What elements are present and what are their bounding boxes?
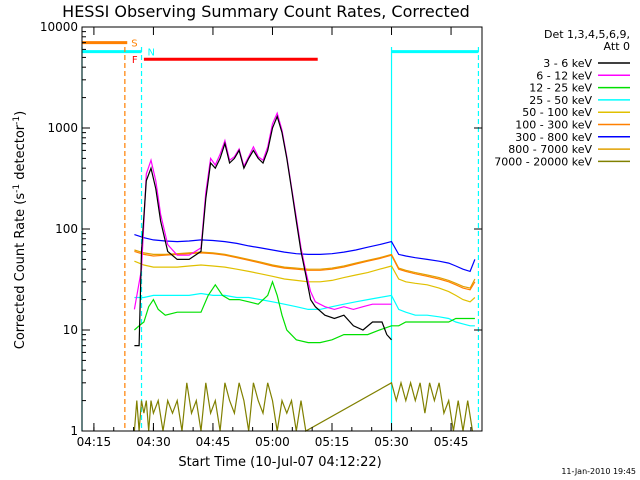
chart-title: HESSI Observing Summary Count Rates, Cor… (62, 2, 470, 21)
footer-timestamp: 11-Jan-2010 19:45 (561, 467, 636, 476)
legend-label-7: 800 - 7000 keV (508, 143, 592, 156)
legend-label-6: 300 - 800 keV (515, 131, 592, 144)
y-axis-label: Corrected Count Rate (s-1 detector-1) (12, 111, 28, 349)
y-tick-label-2: 100 (55, 222, 78, 236)
series-line-2 (134, 279, 475, 344)
x-tick-label-1: 04:30 (136, 435, 171, 449)
x-tick-label-4: 05:15 (315, 435, 350, 449)
legend-header-detectors: Det 1,3,4,5,6,9, (544, 28, 630, 41)
y-tick-label-1: 10 (63, 323, 78, 337)
legend-header-attenuator: Att 0 (604, 40, 630, 53)
y-tick-label-4: 10000 (40, 20, 78, 34)
y-axis-label-main: Corrected Count Rate (s (13, 193, 28, 350)
legend-label-5: 100 - 300 keV (515, 119, 592, 132)
x-axis-ticks: 04:15 04:30 04:45 05:00 05:15 05:30 05:45 (77, 27, 472, 449)
x-tick-label-2: 04:45 (196, 435, 231, 449)
series-line-0 (134, 114, 392, 347)
series-line-6 (134, 234, 476, 273)
series-line-3 (134, 292, 475, 327)
y-axis-label-sup2: -1 (12, 116, 22, 125)
legend-label-2: 12 - 25 keV (529, 82, 592, 95)
x-tick-label-0: 04:15 (77, 435, 112, 449)
legend-label-8: 7000 - 20000 keV (494, 155, 592, 168)
legend-label-3: 25 - 50 keV (529, 94, 592, 107)
y-axis-label-sup1: -1 (12, 184, 22, 193)
flag-label-n: N (148, 48, 155, 59)
legend-label-1: 6 - 12 keV (536, 69, 592, 82)
x-axis-label: Start Time (10-Jul-07 04:12:22) (178, 455, 381, 470)
series-line-8 (133, 380, 474, 432)
series-line-4 (134, 260, 476, 303)
y-axis-label-mid: detector (13, 124, 28, 184)
vertical-markers (81, 47, 480, 431)
y-tick-label-0: 1 (70, 424, 78, 438)
flag-label-f: F (132, 55, 138, 66)
y-axis-label-end: ) (13, 111, 28, 116)
flag-label-s: S (131, 39, 137, 50)
y-axis-ticks: 1 10 100 1000 10000 (40, 20, 482, 438)
legend-label-4: 50 - 100 keV (522, 106, 592, 119)
legend-label-0: 3 - 6 keV (543, 57, 592, 70)
x-tick-label-3: 05:00 (255, 435, 290, 449)
y-tick-label-3: 1000 (47, 121, 78, 135)
flag-bars: SNF (82, 39, 479, 66)
x-tick-label-6: 05:45 (434, 435, 469, 449)
series-line-1 (133, 111, 392, 311)
series-lines (133, 111, 476, 432)
x-tick-label-5: 05:30 (374, 435, 409, 449)
